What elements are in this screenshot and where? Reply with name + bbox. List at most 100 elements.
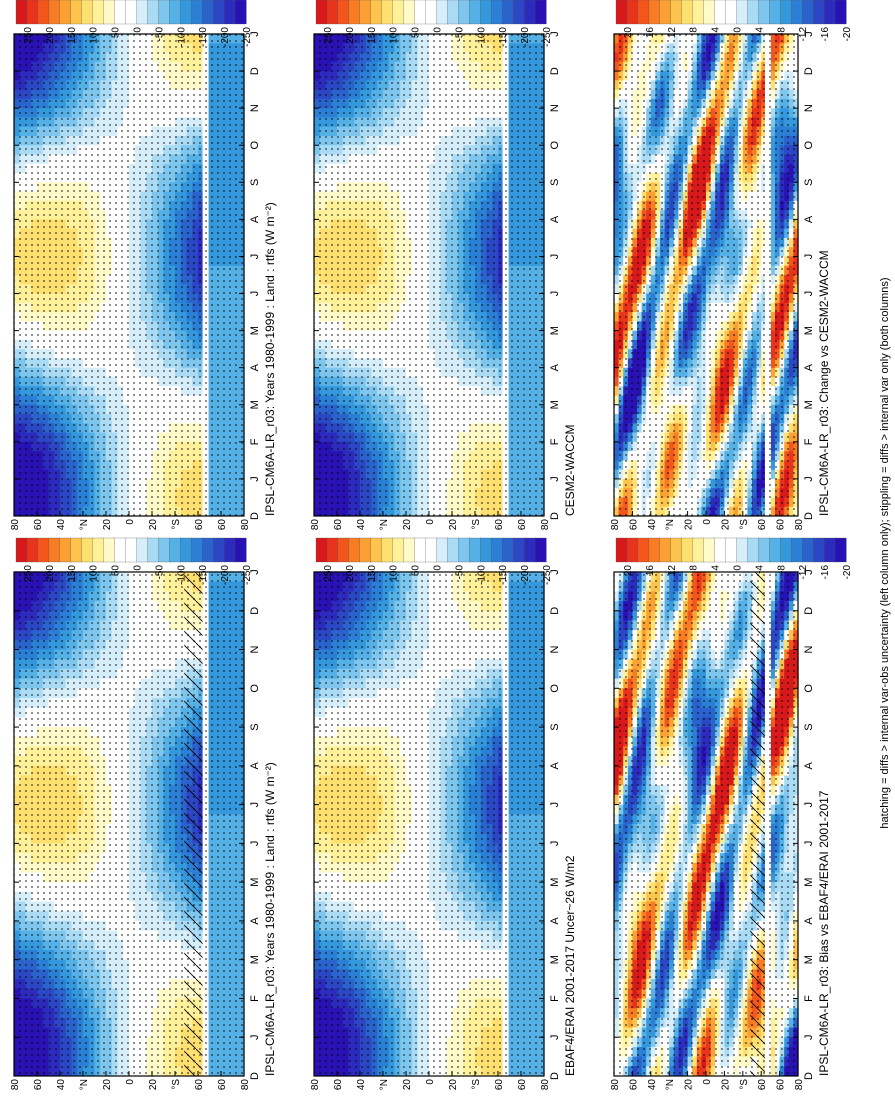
y-tick-label: °N [79,1079,90,1090]
x-tick-label: J [549,802,561,808]
colorbar-swatch [158,537,170,563]
colorbar-label: 50 [411,565,422,577]
colorbar-label: 250 [323,565,334,582]
y-tick-label: 40 [56,1079,67,1091]
y-tick-label: 20 [148,1079,159,1091]
panel-title: IPSL-CM6A-LR_r03: Years 1980-1999 : Land… [263,762,277,1076]
y-tick-label: 80 [10,1079,21,1091]
colorbar-swatch [392,537,405,563]
colorbar-label: -200 [520,565,531,585]
x-tick-label: M [549,955,561,964]
x-tick-label: D [549,1072,561,1080]
colorbar-label: 200 [45,565,56,582]
x-tick-label: A [249,917,261,925]
colorbar-swatch [81,537,94,563]
colorbar-swatch [502,537,514,563]
colorbar-swatch [491,537,503,563]
x-tick-label: A [249,762,261,770]
colorbar-swatch [191,537,203,563]
y-tick-label: 80 [240,1079,251,1091]
y-tick-label: 80 [540,1079,551,1091]
x-tick-label: J [249,841,261,847]
colorbar-swatch [234,537,247,563]
x-tick-label: J [249,802,261,808]
y-tick-label: 40 [356,1079,367,1091]
colorbar-label: -100 [476,565,487,585]
colorbar-swatch [348,537,361,563]
colorbar-swatch [92,537,105,563]
colorbar-label: 100 [389,565,400,582]
y-tick-label: 60 [217,1079,228,1091]
colorbar-swatch [381,537,394,563]
y-tick-label: 60 [333,1079,344,1091]
colorbar-swatch [436,537,449,563]
stippling [14,572,244,1076]
colorbar-swatch [103,537,116,563]
x-tick-label: M [249,955,261,964]
colorbar-swatch [125,537,138,563]
colorbar-swatch [114,537,127,563]
x-tick-label: O [549,684,561,693]
y-tick-label: 80 [310,1079,321,1091]
colorbar-swatch [136,537,149,563]
colorbar-swatch [534,537,547,563]
x-tick-label: S [249,723,261,730]
colorbar-label: 200 [345,565,356,582]
colorbar-swatch [37,537,50,563]
x-tick-label: J [249,1034,261,1040]
colorbar-label: -50 [454,565,465,580]
colorbar-swatch [458,537,470,563]
hatching [184,572,203,1076]
x-tick-label: D [549,607,561,615]
colorbar-swatch [212,537,225,563]
colorbar-swatch [414,537,427,563]
colorbar-swatch [169,537,181,563]
y-tick-label: °S [471,1079,482,1090]
colorbar-label: -250 [242,565,253,585]
colorbar-label: -150 [198,565,209,585]
x-tick-label: F [549,995,561,1002]
colorbar-swatch [447,537,459,563]
colorbar-swatch [403,537,416,563]
colorbar-label: -150 [498,565,509,585]
colorbar-swatch [337,537,350,563]
colorbar-label: -250 [542,565,553,585]
colorbar-swatch [15,537,28,563]
colorbar-swatch [425,537,438,563]
colorbar-swatch [147,537,159,563]
colorbar-swatch [223,537,236,563]
x-tick-label: M [249,878,261,887]
y-tick-label: 60 [494,1079,505,1091]
x-tick-label: M [549,878,561,887]
colorbar-label: 150 [367,565,378,582]
y-tick-label: 60 [194,1079,205,1091]
y-tick-label: 0 [125,1079,136,1085]
colorbar-swatch [523,537,536,563]
panel-title: EBAF4/ERAI 2001-2017 Uncer~26 W/m2 [563,855,577,1076]
colorbar-label: -200 [220,565,231,585]
colorbar-label: 0 [433,565,444,571]
x-tick-label: S [549,723,561,730]
colorbar-swatch [326,537,339,563]
x-tick-label: J [549,841,561,847]
x-tick-label: F [249,995,261,1002]
colorbar-swatch [370,537,383,563]
y-tick-label: 0 [425,1079,436,1085]
colorbar-swatch [480,537,492,563]
colorbar-label: 100 [89,565,100,582]
y-tick-label: 60 [33,1079,44,1091]
colorbar-swatch [469,537,481,563]
colorbar-swatch [315,537,328,563]
x-tick-label: A [549,917,561,925]
x-tick-label: N [249,646,261,654]
y-tick-label: 20 [448,1079,459,1091]
y-tick-label: °S [171,1079,182,1090]
colorbar-swatch [48,537,61,563]
x-tick-label: J [549,1034,561,1040]
colorbar-swatch [202,537,214,563]
colorbar-swatch [359,537,372,563]
